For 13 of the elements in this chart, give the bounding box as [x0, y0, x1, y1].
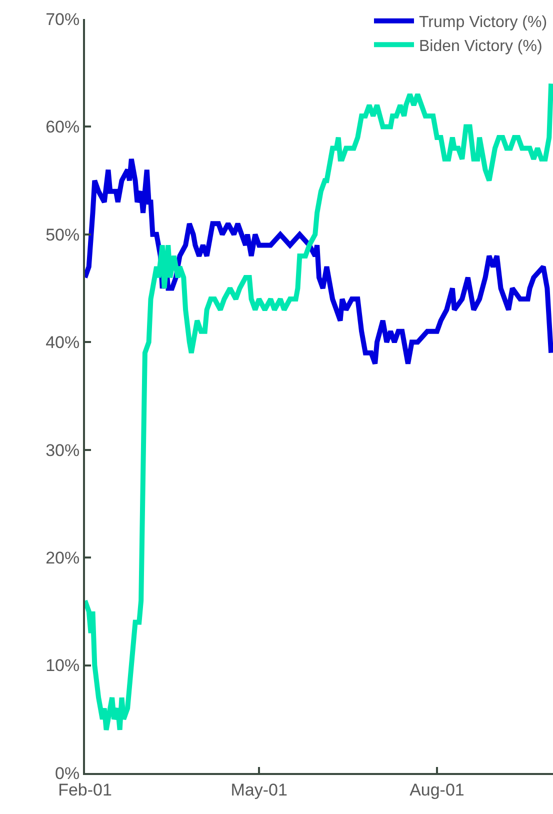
- y-tick-label: 20%: [46, 548, 80, 568]
- legend-label: Biden Victory (%): [419, 38, 542, 55]
- y-tick-label: 50%: [46, 225, 80, 244]
- legend-label: Trump Victory (%): [419, 14, 548, 32]
- y-tick-label: 0%: [55, 764, 80, 783]
- y-tick-label: 40%: [46, 333, 80, 352]
- x-tick-label: Feb-01: [58, 780, 112, 800]
- y-tick-label: 10%: [46, 656, 80, 676]
- x-tick-label: Aug-01: [410, 780, 464, 800]
- y-tick-label: 30%: [46, 440, 80, 460]
- y-tick-label: 60%: [46, 118, 80, 137]
- y-tick-label: 70%: [46, 10, 80, 29]
- x-tick-label: May-01: [230, 780, 288, 800]
